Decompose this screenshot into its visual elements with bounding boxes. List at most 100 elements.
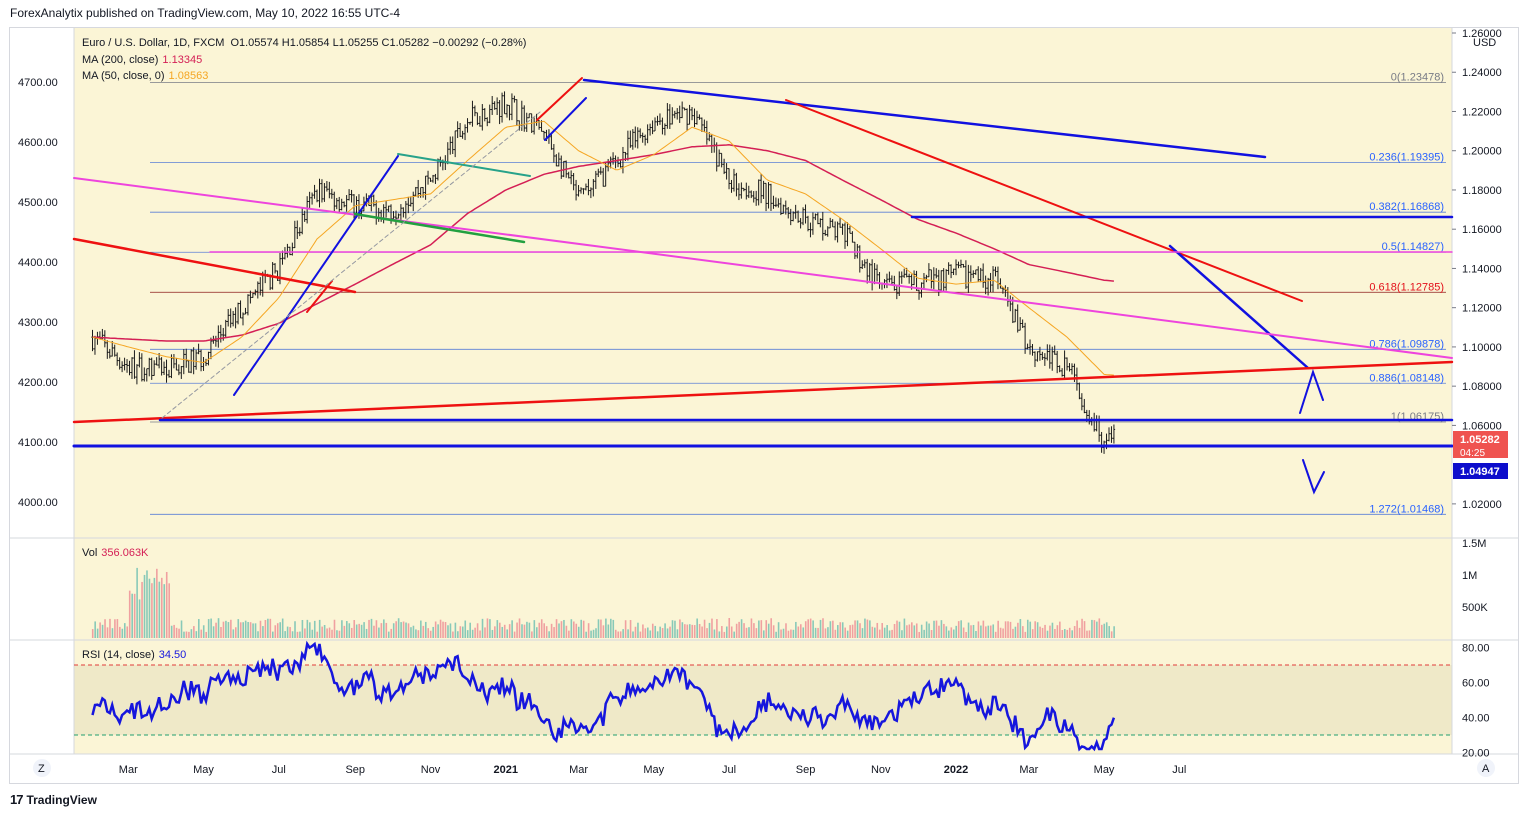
trendline-red-support[interactable] [72, 360, 1454, 424]
volume-bar [136, 567, 138, 638]
volume-bar [91, 629, 94, 638]
volume-bar [143, 574, 146, 638]
volume-bar [750, 618, 753, 638]
volume-bar [402, 621, 405, 638]
volume-bar [104, 619, 106, 638]
time-axis[interactable]: Mar May Jul Sep Nov 2021 Mar May Jul Sep Nov 2022 Ma… [119, 764, 1187, 776]
peak-blue[interactable] [544, 97, 587, 141]
volume-bar [1066, 629, 1069, 638]
volume-bar [511, 620, 513, 638]
volume-bar [1105, 622, 1108, 638]
arrow-down[interactable] [1302, 459, 1325, 495]
volume-bar [654, 625, 657, 638]
volume-bar [188, 631, 190, 638]
chart-frame[interactable]: 0(1.23478) 0.236(1.19395) 0.382(1.16868) 0.… [9, 27, 1519, 784]
volume-bar [1091, 619, 1093, 638]
left-tick-label: 4300.00 [18, 317, 58, 329]
auto-scale-button[interactable] [1477, 759, 1495, 777]
volume-bar [212, 626, 215, 638]
volume-bar [197, 619, 200, 638]
volume-bar [304, 628, 306, 638]
volume-tick-label: 1M [1462, 570, 1477, 582]
volume-bar [659, 626, 661, 638]
volume-bar [649, 630, 652, 638]
flag-teal[interactable] [397, 153, 531, 177]
volume-bar [101, 624, 104, 638]
chart-svg[interactable]: 0(1.23478) 0.236(1.19395) 0.382(1.16868) 0.… [10, 28, 1518, 783]
volume-bar [494, 626, 496, 638]
volume-bar [661, 628, 664, 638]
volume-bar [1081, 618, 1083, 638]
volume-bar [822, 618, 824, 638]
volume-bar [1086, 630, 1088, 638]
volume-bar [358, 623, 360, 638]
volume-bar [967, 622, 970, 638]
volume-bar [893, 623, 896, 638]
drawings[interactable] [72, 77, 1454, 495]
volume-bar [881, 623, 884, 638]
volume-bar [185, 631, 188, 638]
volume-bar [281, 618, 284, 638]
volume-bar [888, 630, 891, 638]
trendline-blue-top[interactable] [582, 78, 1267, 159]
trendline-red-left[interactable] [72, 237, 357, 294]
volume-bar [429, 630, 432, 638]
volume-bar [294, 621, 296, 638]
volume-bar [647, 627, 649, 638]
zoom-button[interactable] [33, 759, 51, 777]
left-tick-label: 4700.00 [18, 77, 58, 89]
volume-bar [109, 618, 111, 638]
left-tick-label: 4500.00 [18, 197, 58, 209]
arrow-up[interactable] [1299, 368, 1324, 414]
volume-bar [1108, 626, 1110, 638]
volume-bar [1019, 619, 1022, 638]
volume-bar [96, 628, 99, 638]
volume-bar [536, 627, 538, 638]
volume-bar [259, 620, 262, 638]
channel-magenta-upper[interactable] [73, 177, 1453, 359]
currency-label: USD [1473, 37, 1496, 49]
volume-bar [333, 619, 336, 638]
trendline-red-main[interactable] [785, 99, 1303, 302]
volume-bar [787, 630, 790, 638]
trendline-blue-diag[interactable] [1168, 244, 1310, 370]
volume-bar [1110, 631, 1113, 638]
volume-bar [809, 618, 812, 638]
flag-green[interactable] [353, 212, 526, 244]
volume-bar [434, 621, 437, 638]
volume-bar [928, 623, 930, 638]
flag-red-small[interactable] [306, 280, 333, 313]
volume-bar [264, 619, 267, 638]
volume-bar [291, 631, 294, 638]
fib-label: 0(1.23478) [1391, 71, 1444, 83]
volume-bar [938, 625, 940, 638]
volume-bar [1093, 620, 1096, 638]
volume-bar [962, 627, 965, 638]
volume-bar [582, 620, 585, 638]
peak-red[interactable] [536, 77, 583, 121]
volume-bar [1012, 628, 1014, 638]
rsi-line [91, 640, 1116, 752]
volume-bar [148, 578, 151, 638]
svg-text:MA (50, close, 0)1.08563: MA (50, close, 0) 1.08563 [82, 70, 208, 82]
time-tick-label: Jul [722, 764, 736, 776]
volume-bar [684, 624, 686, 638]
volume-bar [814, 627, 817, 638]
current-price-text: 1.05282 [1460, 434, 1500, 446]
volume-bar [580, 619, 583, 638]
price-axis[interactable]: 1.26000 1.24000 1.22000 1.20000 1.18000 1.160… [1452, 28, 1502, 511]
volume-bar [548, 631, 550, 638]
volume-bar [1063, 629, 1066, 638]
volume-bar [841, 622, 844, 638]
volume-bar [834, 629, 837, 638]
volume-bar [123, 623, 126, 638]
volume-bar [128, 590, 131, 638]
time-tick-label: Jul [1172, 764, 1186, 776]
volume-bar [622, 629, 624, 638]
volume-bar [523, 624, 526, 638]
volume-bars [91, 567, 1115, 638]
volume-bar [1036, 622, 1039, 638]
volume-bar [471, 629, 474, 638]
dashed-gray[interactable] [161, 111, 541, 419]
trendline-blue-rise[interactable] [233, 155, 399, 396]
